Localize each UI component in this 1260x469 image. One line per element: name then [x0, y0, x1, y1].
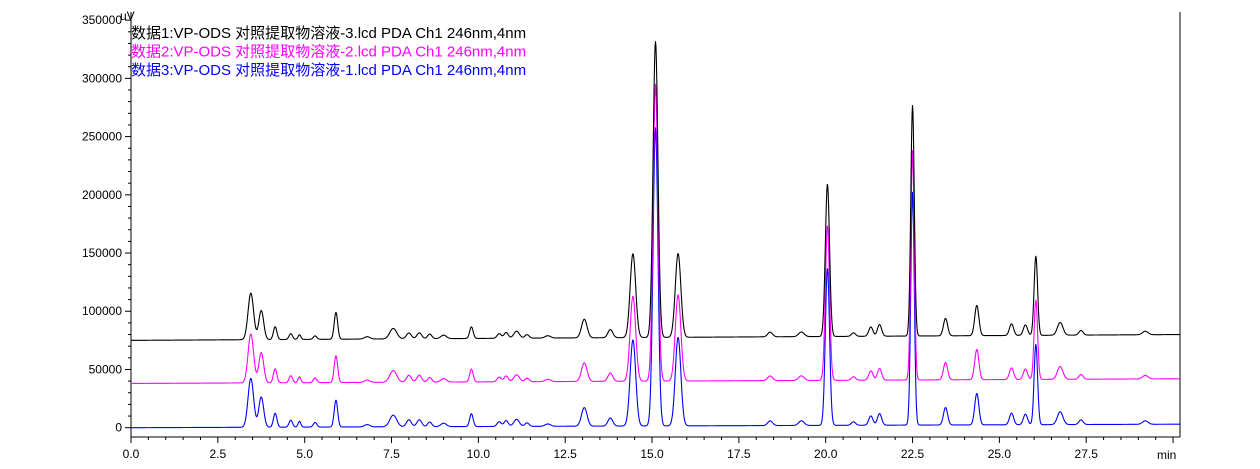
y-tick-label: 350000: [82, 13, 122, 27]
legend-entry: 数据1:VP-ODS 对照提取物溶液-3.lcd PDA Ch1 246nm,4…: [131, 25, 526, 42]
legend-entry: 数据2:VP-ODS 对照提取物溶液-2.lcd PDA Ch1 246nm,4…: [131, 44, 526, 61]
x-tick-label: 2.5: [209, 447, 226, 461]
y-tick-label: 0: [115, 421, 122, 435]
x-tick-label: 27.5: [1075, 447, 1099, 461]
series-line: [130, 127, 1181, 429]
x-tick-label: 20.0: [814, 447, 838, 461]
x-tick-label: 7.5: [383, 447, 400, 461]
x-axis-unit-label: min: [1157, 448, 1176, 462]
series-line: [130, 41, 1181, 341]
x-tick-label: 5.0: [296, 447, 313, 461]
y-axis-unit-label: uV: [120, 9, 135, 23]
y-tick-label: 250000: [82, 130, 122, 144]
legend-entry: 数据3:VP-ODS 对照提取物溶液-1.lcd PDA Ch1 246nm,4…: [131, 62, 526, 79]
x-tick-label: 25.0: [988, 447, 1012, 461]
series-line: [130, 83, 1181, 384]
y-tick-label: 200000: [82, 188, 122, 202]
x-axis: 0.0 2.5 5.0 7.5 10.0 12.5 15.0 17.5 20.0 22.5 25.0…: [123, 437, 1174, 461]
x-tick-label: 22.5: [901, 447, 925, 461]
y-axis: 0 50000 100000 150000 200000 250000 300000 3500…: [82, 13, 131, 435]
y-tick-label: 100000: [82, 304, 122, 318]
x-tick-label: 0.0: [123, 447, 140, 461]
series-layer: [130, 41, 1181, 429]
x-tick-label: 10.0: [467, 447, 491, 461]
legend: 数据1:VP-ODS 对照提取物溶液-3.lcd PDA Ch1 246nm,4…: [131, 25, 526, 79]
x-tick-label: 12.5: [554, 447, 578, 461]
y-tick-label: 150000: [82, 246, 122, 260]
y-tick-label: 300000: [82, 71, 122, 85]
x-tick-label: 15.0: [640, 447, 664, 461]
x-tick-label: 17.5: [727, 447, 751, 461]
y-tick-label: 50000: [89, 362, 123, 376]
